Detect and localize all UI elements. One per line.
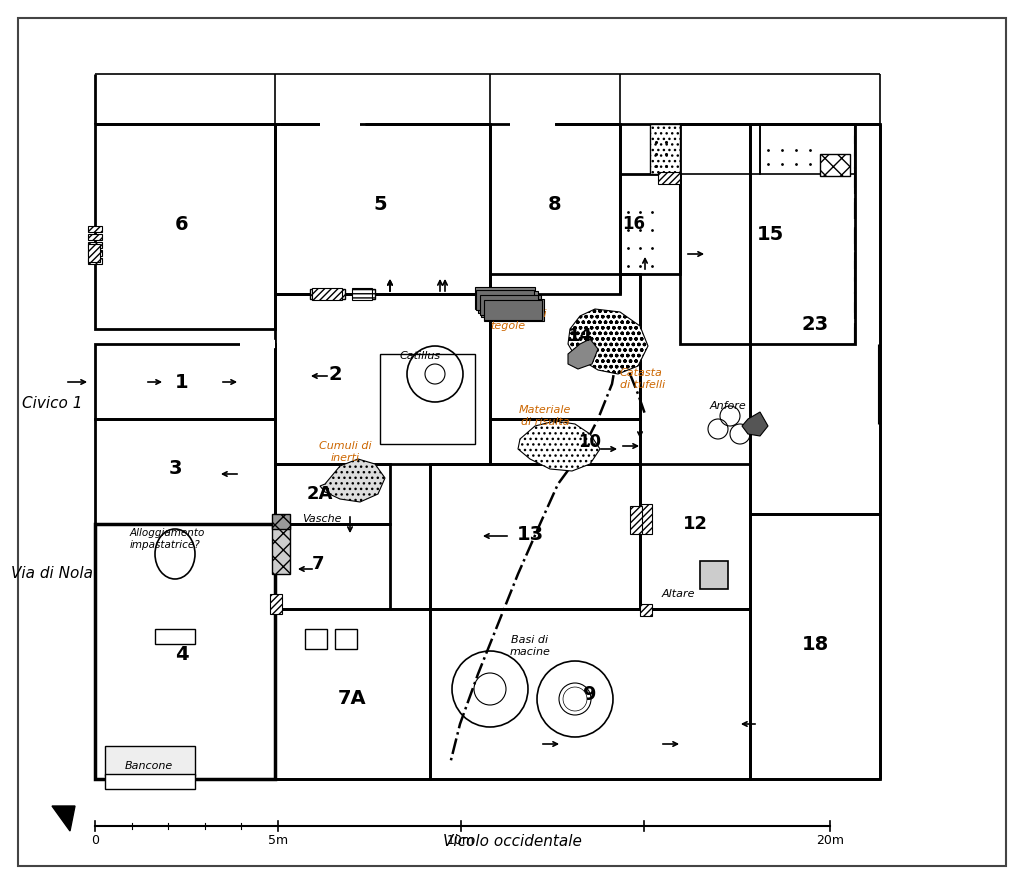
Bar [105,774,195,789]
Bar [88,226,102,232]
Text: Altare: Altare [662,589,695,599]
Bar [750,124,880,514]
Text: 0: 0 [91,834,99,847]
Bar [680,124,760,174]
Text: 2: 2 [328,364,342,384]
Polygon shape [52,806,75,831]
Text: 6: 6 [175,215,188,233]
Text: 7: 7 [311,555,325,573]
Bar [88,234,102,240]
Text: Civico 1: Civico 1 [22,397,82,411]
Text: Catillus: Catillus [400,351,441,361]
Bar [275,524,390,609]
Text: 7A: 7A [338,690,367,708]
Bar [640,604,652,616]
Bar [105,746,195,776]
Text: 10m: 10m [447,834,475,847]
Text: Vasche: Vasche [302,514,341,524]
Bar [305,629,327,649]
Text: 20m: 20m [816,834,844,847]
Bar [650,124,680,174]
Text: Via di Nola: Via di Nola [11,567,93,582]
Text: Basi di
macine: Basi di macine [510,636,551,657]
Text: Bancone: Bancone [125,761,173,771]
Text: 14: 14 [567,327,593,345]
Bar [272,514,290,529]
Text: Cataste di
tegole: Cataste di tegole [490,309,547,331]
Bar [750,514,880,779]
Bar [480,295,538,315]
Bar [335,629,357,649]
Bar [680,124,855,344]
Bar [380,354,475,444]
Bar [475,287,535,309]
Bar [155,629,195,644]
Text: 4: 4 [175,644,188,664]
Text: 23: 23 [802,315,828,333]
Text: 9: 9 [584,684,597,704]
Bar [88,242,102,248]
Polygon shape [568,309,648,374]
Bar [430,464,640,609]
Text: 12: 12 [683,515,708,533]
Text: Cumuli di
inerti: Cumuli di inerti [318,441,372,463]
Bar [484,299,544,321]
Bar [312,288,342,300]
Polygon shape [568,339,598,369]
Bar [476,290,534,310]
Bar [700,561,728,589]
Bar [310,289,345,299]
Bar [820,154,850,176]
Bar [658,172,680,184]
Bar [272,524,290,574]
Polygon shape [319,459,385,502]
Bar [275,294,490,464]
Bar [95,419,275,524]
Polygon shape [563,687,587,711]
Text: 16: 16 [622,215,645,233]
Bar [490,274,640,419]
Polygon shape [518,421,600,471]
Text: 10: 10 [579,433,601,451]
Bar [355,289,375,299]
Bar [484,300,542,320]
Bar [630,506,642,534]
Bar [490,419,640,464]
Polygon shape [742,412,768,436]
Bar [640,464,750,609]
Text: Alloggiamento
impastatrice?: Alloggiamento impastatrice? [130,529,206,550]
Bar [88,250,102,256]
Bar [490,124,620,294]
Bar [481,295,541,317]
Text: 8: 8 [548,194,562,214]
Bar [352,288,372,300]
Text: Catasta
di tufelli: Catasta di tufelli [620,369,666,390]
Bar [88,258,102,264]
Text: 18: 18 [802,635,828,653]
Bar [270,594,282,614]
Bar [430,609,750,779]
Text: 13: 13 [516,524,544,544]
Text: 2A: 2A [307,485,333,503]
Bar [478,291,538,313]
Bar [88,244,100,262]
Bar [95,124,275,329]
Bar [275,464,390,524]
Bar [275,124,490,294]
Text: Vicolo occidentale: Vicolo occidentale [442,834,582,850]
Text: Materiale
di risulta: Materiale di risulta [519,405,571,427]
Text: 3: 3 [168,460,181,478]
Bar [95,344,275,419]
Bar [620,174,680,274]
Text: 5: 5 [373,194,387,214]
Text: 1: 1 [175,372,188,392]
Bar [760,124,855,174]
Text: 5m: 5m [268,834,288,847]
Text: Anfore: Anfore [710,401,746,411]
Bar [95,524,275,779]
Bar [275,609,430,779]
Bar [640,504,652,534]
Text: 15: 15 [757,225,783,243]
